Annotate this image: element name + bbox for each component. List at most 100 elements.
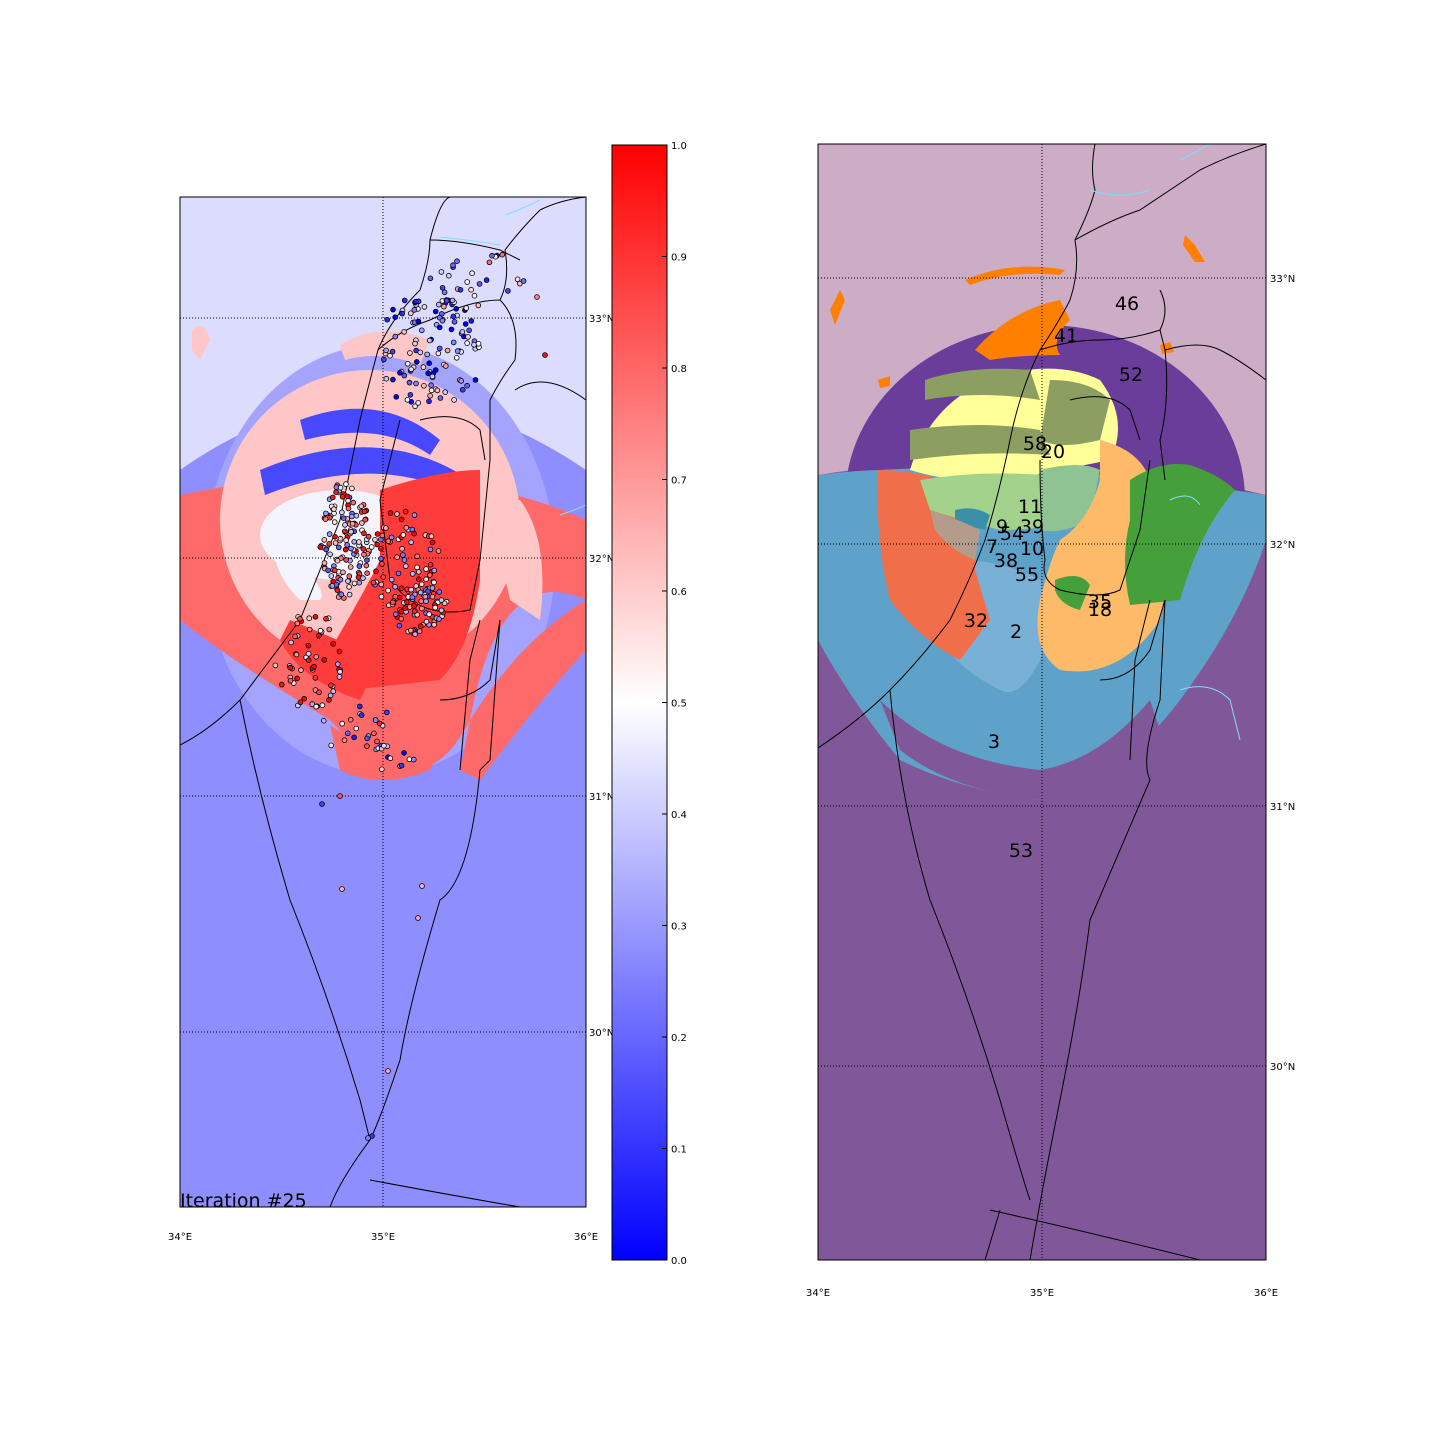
observation-point	[428, 387, 435, 394]
observation-point	[321, 560, 328, 566]
observation-point	[401, 372, 408, 379]
observation-point	[348, 513, 355, 520]
observation-point	[385, 1068, 391, 1074]
colorbar-tick-label: 0.1	[671, 1145, 687, 1156]
observation-point	[347, 564, 354, 570]
observation-point	[326, 540, 333, 547]
observation-point	[398, 615, 405, 622]
observation-point	[450, 339, 457, 346]
observation-point	[468, 286, 474, 293]
observation-point	[426, 360, 433, 367]
observation-point	[349, 485, 355, 492]
white-arc	[274, 540, 322, 600]
observation-point	[415, 569, 422, 575]
observation-point	[387, 510, 394, 516]
observation-point	[356, 563, 363, 569]
observation-point	[454, 258, 460, 265]
observation-point	[390, 306, 396, 313]
observation-point	[288, 639, 294, 646]
observation-point	[392, 314, 399, 321]
observation-point	[385, 538, 392, 544]
observation-point	[441, 303, 447, 310]
observation-point	[328, 682, 334, 689]
observation-point	[337, 668, 343, 675]
observation-point	[407, 350, 413, 356]
observation-point	[418, 327, 425, 334]
region-label: 7	[986, 536, 998, 558]
observation-point	[396, 622, 403, 629]
region-label: 41	[1054, 325, 1078, 347]
observation-point	[436, 589, 443, 595]
observation-point	[293, 651, 300, 658]
observation-point	[489, 252, 495, 259]
observation-point	[378, 766, 385, 773]
observation-point	[410, 756, 417, 763]
colorbar-tick-label: 0.4	[671, 810, 687, 821]
lat-tick: 30°N	[589, 1028, 614, 1039]
observation-point	[383, 347, 389, 354]
observation-point	[457, 286, 464, 293]
observation-point	[411, 603, 417, 609]
lat-tick: 31°N	[589, 792, 614, 803]
observation-point	[312, 675, 319, 681]
observation-point	[400, 552, 406, 558]
observation-point	[355, 574, 362, 580]
observation-point	[431, 567, 438, 574]
observation-point	[287, 664, 294, 671]
observation-point	[422, 593, 429, 600]
observation-point	[384, 316, 391, 323]
colorbar-ticks: 0.0 0.1 0.2 0.3 0.4 0.5 0.6 0.7 0.8 0.9 1.0	[662, 141, 687, 1267]
observation-point	[475, 302, 482, 309]
red-core	[330, 470, 480, 690]
observation-point	[358, 712, 365, 718]
observation-point	[401, 297, 408, 304]
observation-point	[390, 599, 396, 606]
observation-point	[438, 607, 445, 614]
observation-point	[379, 561, 385, 567]
observation-point	[402, 563, 409, 569]
observation-point	[332, 540, 339, 546]
right-gridlines	[818, 144, 1266, 1260]
observation-point	[332, 533, 338, 540]
observation-point	[416, 628, 423, 634]
observation-point	[436, 616, 442, 622]
observation-point	[398, 608, 405, 615]
observation-point	[306, 615, 313, 621]
observation-point	[348, 528, 354, 535]
observation-point	[294, 620, 301, 627]
observation-point	[287, 677, 294, 684]
observation-point	[437, 395, 444, 401]
observation-point	[339, 493, 346, 500]
observation-point	[417, 349, 424, 356]
lat-tick: 32°N	[1270, 540, 1295, 551]
observation-point	[423, 576, 429, 582]
observation-point	[520, 278, 527, 284]
region-label: 10	[1020, 538, 1044, 560]
observation-point	[392, 583, 398, 590]
observation-point	[363, 562, 370, 569]
observation-point	[365, 533, 372, 540]
observation-point	[347, 716, 354, 723]
lat-tick: 33°N	[589, 314, 614, 325]
observation-point	[358, 503, 365, 510]
observation-point	[353, 725, 360, 732]
observation-point	[342, 546, 349, 553]
observation-point	[394, 511, 400, 517]
blue-band-north	[300, 408, 440, 455]
observation-point	[476, 281, 483, 287]
red-core-west	[280, 620, 380, 700]
observation-point	[320, 717, 327, 724]
right-rivers	[1089, 144, 1241, 741]
colorbar-tick-label: 0.8	[671, 364, 687, 375]
observation-point	[336, 648, 343, 655]
observation-point	[398, 585, 405, 592]
observation-point	[468, 318, 475, 324]
observation-point	[417, 589, 424, 596]
left-map-frame	[179, 196, 587, 1208]
observation-point	[376, 720, 383, 727]
observation-point	[462, 321, 469, 327]
observation-point	[305, 657, 312, 663]
region-grey	[930, 510, 980, 560]
observation-point	[415, 318, 422, 325]
observation-point	[329, 583, 336, 589]
